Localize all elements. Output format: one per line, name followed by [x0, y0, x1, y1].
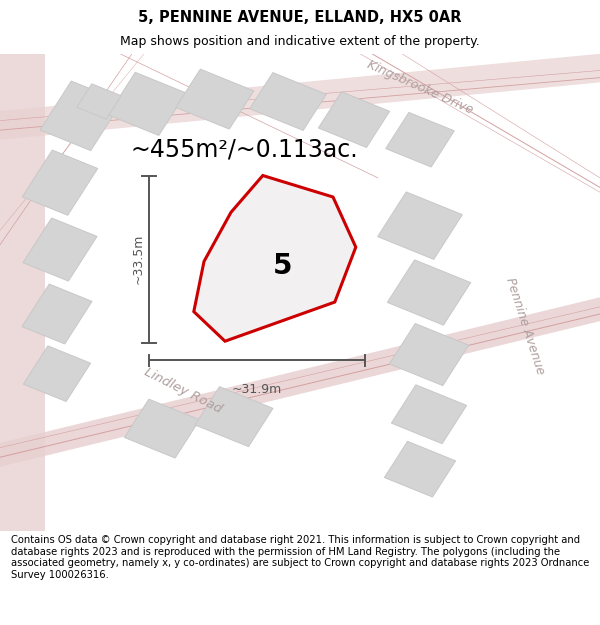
- Text: ~455m²/~0.113ac.: ~455m²/~0.113ac.: [131, 138, 358, 161]
- Polygon shape: [23, 346, 91, 401]
- Text: 5, PENNINE AVENUE, ELLAND, HX5 0AR: 5, PENNINE AVENUE, ELLAND, HX5 0AR: [138, 10, 462, 25]
- Polygon shape: [124, 399, 200, 458]
- Polygon shape: [0, 298, 600, 467]
- Polygon shape: [176, 69, 254, 129]
- Polygon shape: [0, 54, 600, 140]
- Polygon shape: [40, 81, 122, 151]
- Text: Kingsbrooke Drive: Kingsbrooke Drive: [365, 58, 475, 116]
- Polygon shape: [22, 284, 92, 344]
- Polygon shape: [195, 387, 273, 447]
- Text: ~33.5m: ~33.5m: [131, 234, 145, 284]
- Polygon shape: [319, 92, 389, 148]
- Text: Contains OS data © Crown copyright and database right 2021. This information is : Contains OS data © Crown copyright and d…: [11, 535, 589, 580]
- Polygon shape: [388, 260, 470, 325]
- Polygon shape: [77, 84, 121, 119]
- Polygon shape: [391, 385, 467, 444]
- Polygon shape: [389, 324, 469, 386]
- Text: ~31.9m: ~31.9m: [232, 383, 282, 396]
- Text: Map shows position and indicative extent of the property.: Map shows position and indicative extent…: [120, 36, 480, 48]
- Polygon shape: [108, 72, 186, 136]
- Text: Pennine Avenue: Pennine Avenue: [503, 276, 547, 376]
- Text: 5: 5: [273, 252, 292, 279]
- Polygon shape: [0, 54, 45, 531]
- Polygon shape: [385, 441, 455, 497]
- Text: Lindley Road: Lindley Road: [142, 365, 224, 416]
- Polygon shape: [377, 192, 463, 259]
- Polygon shape: [22, 150, 98, 215]
- Polygon shape: [194, 176, 356, 341]
- Polygon shape: [250, 72, 326, 131]
- Polygon shape: [386, 112, 454, 167]
- Polygon shape: [23, 218, 97, 281]
